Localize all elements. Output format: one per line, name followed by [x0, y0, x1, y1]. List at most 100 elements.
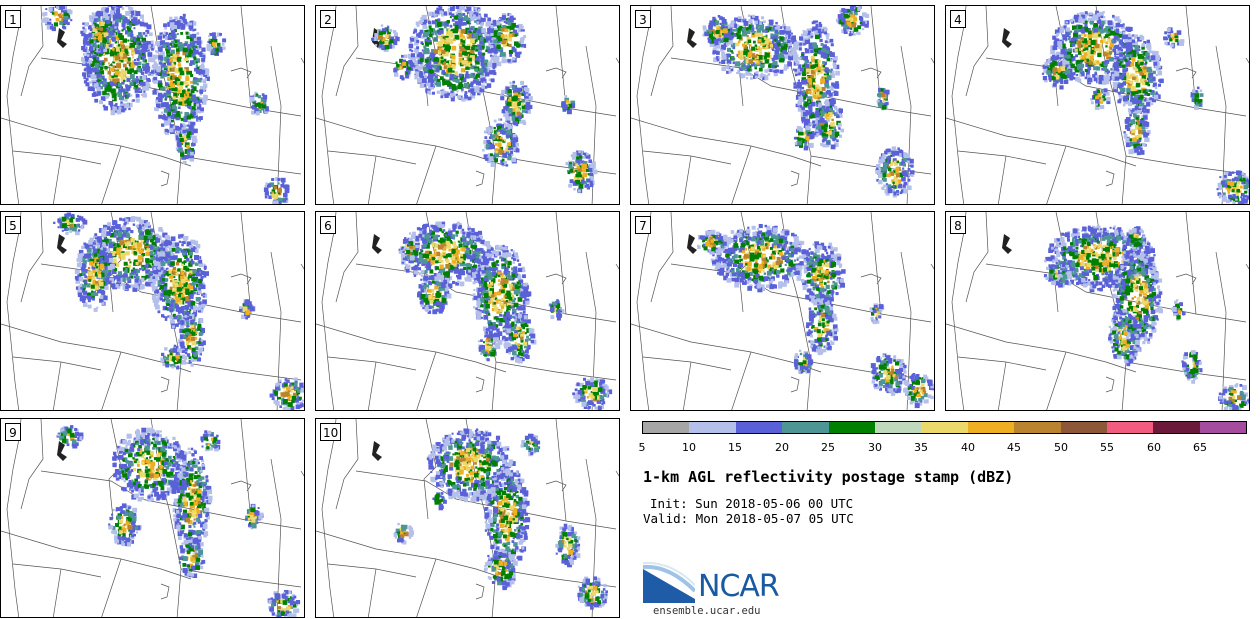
reflectivity-cell	[284, 197, 288, 201]
reflectivity-cell	[501, 109, 506, 114]
reflectivity-cell	[521, 93, 525, 96]
reflectivity-cell	[189, 45, 193, 49]
reflectivity-cell	[105, 27, 109, 31]
reflectivity-cell	[101, 19, 104, 22]
reflectivity-cell	[1084, 23, 1088, 27]
reflectivity-cell	[835, 70, 840, 76]
reflectivity-cell	[826, 46, 829, 49]
reflectivity-cell	[420, 35, 424, 39]
reflectivity-cell	[568, 183, 572, 188]
reflectivity-cell	[96, 57, 100, 61]
reflectivity-cell	[120, 104, 125, 109]
reflectivity-cell	[192, 29, 195, 32]
reflectivity-cell	[804, 144, 807, 147]
reflectivity-cell	[207, 40, 210, 43]
reflectivity-cell	[375, 44, 378, 47]
reflectivity-cell	[727, 28, 730, 32]
reflectivity-cell	[165, 67, 170, 72]
reflectivity-cell	[158, 47, 162, 51]
reflectivity-cell	[449, 54, 452, 57]
reflectivity-cell	[82, 61, 86, 65]
reflectivity-cell	[793, 85, 797, 89]
reflectivity-cell	[457, 84, 462, 90]
reflectivity-cell	[512, 103, 517, 108]
reflectivity-cell	[1078, 19, 1083, 24]
reflectivity-cell	[482, 52, 486, 56]
reflectivity-cell	[575, 174, 579, 178]
reflectivity-cell	[153, 76, 158, 81]
reflectivity-cell	[730, 50, 733, 53]
state-border-line	[631, 117, 822, 167]
reflectivity-cell	[521, 99, 526, 103]
reflectivity-cell	[187, 44, 192, 49]
reflectivity-cell	[490, 45, 494, 48]
reflectivity-cell	[894, 170, 899, 175]
reflectivity-cell	[427, 31, 431, 34]
reflectivity-cell	[186, 52, 192, 58]
reflectivity-cell	[847, 9, 851, 13]
reflectivity-cell	[512, 29, 517, 34]
reflectivity-cell	[755, 32, 760, 37]
reflectivity-cell	[743, 50, 748, 56]
reflectivity-cell	[172, 99, 178, 105]
reflectivity-cell	[884, 159, 890, 165]
reflectivity-cell	[115, 78, 120, 83]
reflectivity-cell	[830, 144, 836, 150]
reflectivity-cell	[170, 67, 175, 72]
reflectivity-cell	[145, 29, 150, 34]
reflectivity-cell	[878, 89, 881, 92]
reflectivity-cell	[746, 49, 750, 52]
reflectivity-cell	[184, 67, 189, 72]
reflectivity-cell	[494, 148, 498, 151]
reflectivity-cell	[144, 86, 150, 91]
reflectivity-cell	[83, 76, 87, 80]
reflectivity-cell	[401, 77, 405, 81]
reflectivity-cell	[829, 59, 833, 62]
reflectivity-cell	[833, 142, 839, 147]
reflectivity-cell	[119, 40, 125, 46]
reflectivity-cell	[825, 83, 829, 88]
reflectivity-cell	[820, 28, 825, 34]
reflectivity-cell	[51, 12, 55, 15]
reflectivity-cell	[98, 60, 104, 66]
reflectivity-cell	[142, 54, 146, 59]
reflectivity-cell	[832, 132, 835, 136]
reflectivity-cell	[158, 61, 163, 65]
reflectivity-cell	[436, 42, 439, 45]
reflectivity-cell	[821, 125, 826, 130]
reflectivity-cell	[821, 111, 826, 117]
reflectivity-cell	[177, 130, 180, 133]
reflectivity-cell	[716, 45, 721, 49]
reflectivity-cell	[752, 57, 755, 60]
reflectivity-cell	[589, 183, 594, 188]
reflectivity-cell	[419, 54, 425, 59]
reflectivity-cell	[160, 75, 164, 79]
reflectivity-cell	[203, 94, 207, 99]
reflectivity-cell	[895, 167, 900, 172]
reflectivity-cell	[181, 95, 186, 100]
reflectivity-cell	[501, 16, 506, 21]
reflectivity-cell	[709, 38, 715, 44]
reflectivity-cell	[581, 160, 585, 164]
reflectivity-cell	[188, 105, 192, 110]
reflectivity-cell	[457, 95, 462, 99]
reflectivity-cell	[1111, 68, 1115, 72]
reflectivity-cell	[479, 37, 484, 41]
reflectivity-cell	[424, 42, 429, 47]
reflectivity-cell	[450, 94, 454, 98]
reflectivity-cell	[735, 42, 740, 47]
reflectivity-cell	[126, 26, 131, 31]
reflectivity-cell	[110, 31, 115, 36]
reflectivity-cell	[825, 144, 829, 148]
reflectivity-cell	[117, 16, 122, 21]
state-border-line	[642, 150, 732, 165]
reflectivity-cell	[382, 41, 385, 44]
reflectivity-cell	[186, 129, 189, 133]
reflectivity-cell	[127, 39, 130, 42]
reflectivity-cell	[877, 173, 883, 178]
reflectivity-cell	[183, 117, 188, 122]
reflectivity-cell	[183, 58, 186, 61]
reflectivity-cell	[517, 27, 522, 33]
reflectivity-cell	[372, 37, 377, 41]
reflectivity-cell	[92, 27, 98, 32]
